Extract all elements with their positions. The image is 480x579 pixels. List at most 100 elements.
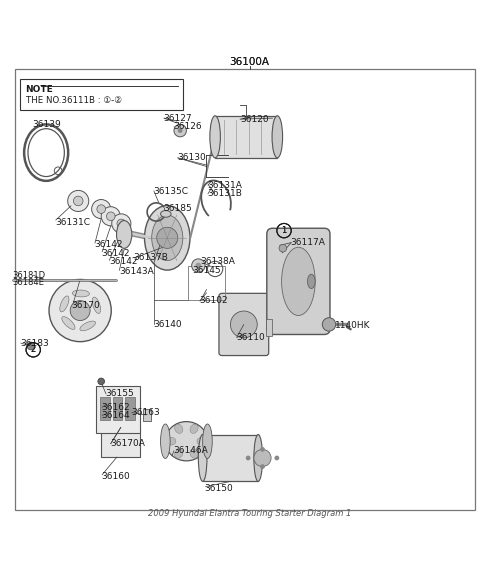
Text: 36126: 36126 (173, 122, 202, 131)
Text: 36160: 36160 (101, 472, 130, 481)
Circle shape (73, 196, 83, 206)
Circle shape (101, 207, 120, 226)
Ellipse shape (282, 247, 315, 316)
Circle shape (230, 311, 257, 338)
Text: 36181D: 36181D (12, 270, 46, 280)
Ellipse shape (190, 424, 198, 433)
Text: 36139: 36139 (32, 120, 60, 129)
Text: 1: 1 (281, 226, 287, 235)
Text: 36184E: 36184E (12, 278, 45, 287)
Bar (203, 434, 258, 481)
Text: 36117A: 36117A (290, 238, 325, 247)
Ellipse shape (272, 116, 283, 158)
Ellipse shape (254, 434, 263, 481)
Ellipse shape (152, 215, 183, 261)
Circle shape (260, 447, 265, 452)
Circle shape (92, 200, 111, 219)
Text: 36170: 36170 (72, 301, 100, 310)
Text: THE NO.36111B : ①-②: THE NO.36111B : ①-② (25, 96, 121, 105)
Text: 36162: 36162 (101, 403, 130, 412)
Text: 36137B: 36137B (134, 254, 168, 262)
Ellipse shape (175, 449, 183, 458)
Text: 36142: 36142 (101, 248, 130, 258)
Text: 36185: 36185 (163, 204, 192, 212)
Text: 36131A: 36131A (207, 181, 242, 190)
Text: 36143A: 36143A (120, 267, 154, 276)
Circle shape (323, 318, 336, 331)
Circle shape (107, 212, 115, 221)
Ellipse shape (62, 317, 75, 329)
Circle shape (260, 464, 265, 469)
Bar (101, 427, 141, 457)
Text: 36131B: 36131B (207, 189, 242, 198)
Bar (143, 409, 152, 421)
Circle shape (279, 244, 287, 252)
Text: 1: 1 (281, 226, 287, 235)
Circle shape (192, 259, 205, 272)
Bar (266, 319, 272, 336)
Text: 36131C: 36131C (56, 218, 91, 227)
Circle shape (98, 378, 105, 384)
FancyBboxPatch shape (219, 294, 269, 356)
Circle shape (27, 342, 35, 350)
Text: 36100A: 36100A (229, 57, 270, 67)
Text: 36110: 36110 (236, 333, 265, 342)
Ellipse shape (80, 321, 96, 331)
Bar (215, 116, 277, 158)
Circle shape (174, 124, 186, 137)
Bar (96, 386, 141, 433)
Ellipse shape (190, 449, 198, 458)
FancyBboxPatch shape (267, 228, 330, 335)
Bar (20, 79, 182, 110)
Text: 36102: 36102 (199, 296, 228, 306)
Ellipse shape (210, 116, 220, 158)
Circle shape (117, 219, 126, 228)
Ellipse shape (60, 296, 69, 312)
Circle shape (254, 449, 271, 467)
Circle shape (275, 456, 279, 460)
Ellipse shape (198, 434, 207, 481)
Ellipse shape (72, 290, 89, 297)
Circle shape (112, 214, 131, 233)
Text: 2009 Hyundai Elantra Touring Starter Diagram 1: 2009 Hyundai Elantra Touring Starter Dia… (148, 510, 351, 518)
Text: 36127: 36127 (163, 113, 192, 123)
Text: 36142: 36142 (109, 257, 138, 266)
Text: 36163: 36163 (131, 408, 160, 417)
Text: 36140: 36140 (153, 320, 181, 329)
Ellipse shape (92, 297, 101, 313)
Text: 36142: 36142 (94, 240, 122, 248)
Text: 36183: 36183 (20, 339, 48, 347)
Text: NOTE: NOTE (25, 85, 53, 94)
Ellipse shape (165, 422, 207, 461)
Circle shape (178, 128, 182, 133)
Circle shape (70, 301, 90, 321)
Ellipse shape (197, 437, 206, 445)
Circle shape (195, 263, 201, 269)
Text: 36135C: 36135C (153, 187, 188, 196)
Bar (188, 266, 225, 300)
Text: 1140HK: 1140HK (335, 321, 370, 331)
Ellipse shape (117, 221, 132, 248)
Text: 36146A: 36146A (173, 446, 208, 455)
Text: 36164: 36164 (101, 411, 130, 420)
Circle shape (97, 205, 106, 214)
Circle shape (68, 190, 89, 211)
Text: 36170A: 36170A (110, 439, 144, 448)
Ellipse shape (160, 211, 171, 217)
Text: 36130: 36130 (177, 153, 205, 162)
Bar (125, 397, 135, 420)
Bar (113, 397, 122, 420)
Text: 36138A: 36138A (201, 257, 236, 266)
Circle shape (246, 456, 251, 460)
Ellipse shape (144, 206, 190, 270)
Text: 2: 2 (31, 345, 36, 354)
Ellipse shape (203, 424, 212, 459)
Bar (100, 397, 110, 420)
Text: 2: 2 (31, 345, 36, 354)
Text: 36155: 36155 (105, 389, 134, 398)
Text: 36100A: 36100A (229, 57, 270, 67)
Text: 36145: 36145 (192, 266, 221, 275)
Circle shape (157, 228, 178, 248)
Ellipse shape (175, 424, 183, 433)
Ellipse shape (160, 424, 170, 459)
